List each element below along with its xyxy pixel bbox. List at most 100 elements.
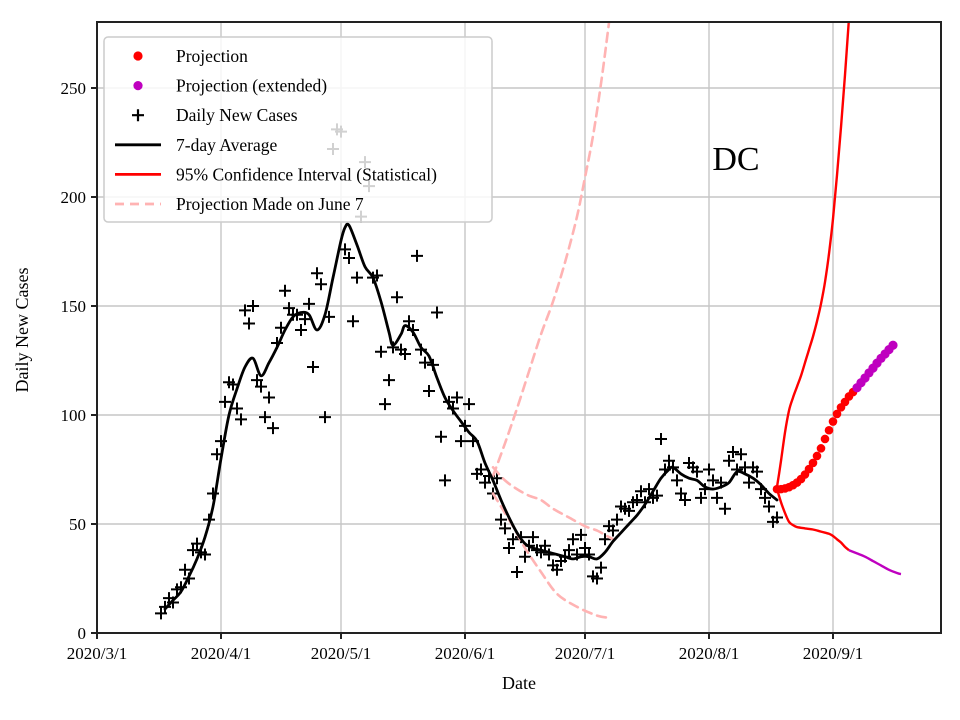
daily-cases-marker — [503, 541, 515, 554]
daily-cases-marker — [527, 531, 539, 544]
daily-cases-marker — [707, 474, 719, 487]
daily-cases-marker — [499, 522, 511, 535]
legend-marker-plus — [132, 109, 144, 122]
daily-cases-marker — [575, 528, 587, 541]
projection-dot — [828, 417, 838, 426]
daily-cases-marker — [735, 448, 747, 461]
y-tick-label: 250 — [61, 79, 87, 98]
daily-cases-marker — [179, 563, 191, 576]
legend-marker-dot — [133, 81, 143, 91]
daily-cases-marker — [719, 502, 731, 515]
daily-cases-marker — [347, 315, 359, 328]
daily-cases-marker — [379, 398, 391, 411]
region-label: DC — [712, 141, 759, 178]
axes: 2020/3/1 2020/4/1 2020/5/1 2020/6/1 2020/7/1… — [61, 21, 942, 663]
daily-cases-marker — [431, 306, 443, 319]
y-tick-label: 100 — [61, 406, 87, 425]
daily-cases-marker — [635, 485, 647, 498]
daily-cases-marker — [307, 361, 319, 374]
x-tick-label: 2020/6/1 — [435, 644, 495, 663]
daily-cases-marker — [303, 297, 315, 310]
ci-lower-line — [775, 488, 850, 552]
daily-cases-marker — [239, 304, 251, 317]
daily-cases-marker — [695, 491, 707, 504]
daily-cases-marker — [567, 533, 579, 546]
x-tick-label: 2020/5/1 — [311, 644, 371, 663]
daily-cases-marker — [679, 494, 691, 507]
daily-cases-marker — [311, 267, 323, 280]
daily-cases-marker — [663, 454, 675, 467]
daily-cases-marker — [419, 356, 431, 369]
daily-cases-marker — [339, 243, 351, 256]
daily-cases-marker — [283, 302, 295, 315]
daily-cases-marker — [455, 435, 467, 448]
daily-cases-marker — [591, 572, 603, 585]
plot-border — [96, 21, 942, 634]
june7-projection-line — [491, 466, 615, 541]
daily-cases-marker — [391, 291, 403, 304]
daily-cases-marker — [235, 413, 247, 426]
daily-cases-marker — [731, 463, 743, 476]
daily-cases-marker — [351, 271, 363, 284]
daily-cases-marker — [579, 541, 591, 554]
daily-cases-marker — [631, 494, 643, 507]
daily-cases-marker — [187, 544, 199, 557]
daily-cases-marker — [507, 533, 519, 546]
daily-cases-marker — [743, 476, 755, 489]
legend-item-label: Projection (extended) — [176, 76, 327, 96]
daily-cases-marker — [475, 463, 487, 476]
legend-item-label: Projection — [176, 46, 248, 66]
projection-dot — [816, 444, 826, 453]
daily-cases-marker — [703, 463, 715, 476]
daily-cases-marker — [607, 524, 619, 537]
daily-cases-marker — [727, 446, 739, 459]
daily-cases-marker — [295, 323, 307, 336]
projection-dot — [808, 458, 818, 468]
projection-dot — [804, 464, 814, 474]
june7-projection-line — [491, 492, 611, 619]
daily-cases-marker — [551, 563, 563, 576]
daily-cases-marker — [247, 300, 259, 312]
daily-cases-marker — [723, 454, 735, 467]
x-tick-label: 2020/4/1 — [191, 644, 251, 663]
daily-cases-marker — [279, 284, 291, 297]
daily-cases-marker — [763, 500, 775, 513]
daily-cases-marker — [495, 513, 507, 526]
legend-item-label: Projection Made on June 7 — [176, 194, 364, 214]
daily-cases-marker — [375, 345, 387, 358]
x-tick-label: 2020/9/1 — [803, 644, 863, 663]
legend-box — [103, 36, 493, 223]
y-tick-label: 50 — [69, 515, 86, 534]
daily-cases-marker — [267, 422, 279, 435]
daily-cases-marker — [263, 391, 275, 404]
y-tick-label: 0 — [78, 624, 87, 643]
daily-cases-marker — [759, 491, 771, 504]
daily-cases-marker — [519, 550, 531, 563]
daily-cases-marker — [463, 398, 475, 411]
y-tick-label: 200 — [61, 188, 87, 207]
daily-cases-marker — [411, 249, 423, 262]
projection-dot — [824, 425, 834, 435]
daily-cases-marker — [299, 313, 311, 326]
daily-cases-marker — [479, 476, 491, 489]
daily-cases-marker — [383, 374, 395, 387]
projection-extended-dot — [888, 340, 898, 350]
projection-dot — [820, 434, 830, 444]
daily-cases-marker — [399, 347, 411, 360]
ci-upper-line — [775, 22, 850, 488]
projection-dot — [812, 451, 822, 461]
daily-cases-marker — [387, 341, 399, 354]
daily-cases-marker — [435, 430, 447, 443]
legend-item-label: 7-day Average — [176, 135, 277, 155]
daily-cases-marker — [671, 474, 683, 487]
daily-cases-marker — [155, 607, 167, 620]
daily-cases-marker — [623, 504, 635, 517]
daily-cases-marker — [451, 391, 463, 404]
daily-cases-marker — [675, 487, 687, 500]
x-tick-label: 2020/3/1 — [67, 644, 127, 663]
x-tick-label: 2020/8/1 — [679, 644, 739, 663]
daily-cases-marker — [583, 548, 595, 561]
daily-cases-marker — [511, 565, 523, 578]
